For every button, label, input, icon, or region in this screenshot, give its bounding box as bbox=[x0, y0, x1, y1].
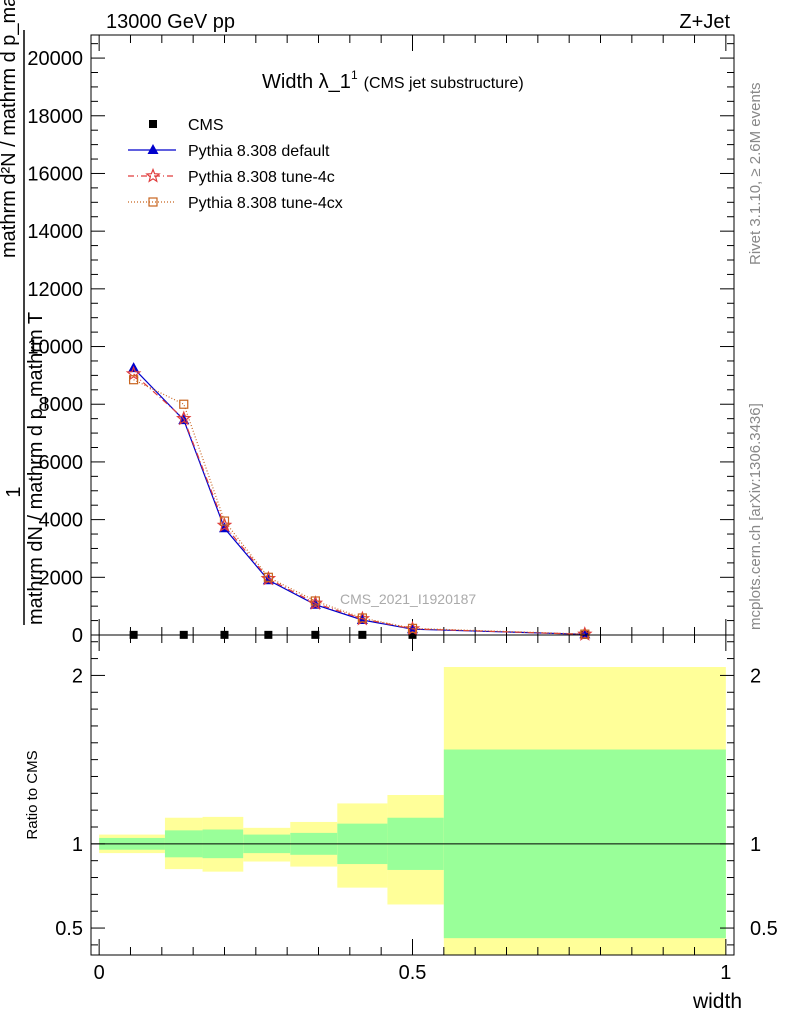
tune4c-point bbox=[125, 365, 142, 381]
y-tick-label: 20000 bbox=[27, 48, 83, 70]
tune4cx-point bbox=[357, 613, 367, 623]
tune4c-point bbox=[307, 595, 324, 610]
y-label-top: 1 bbox=[3, 486, 25, 497]
tune4c-point bbox=[145, 167, 161, 183]
tune4c-point bbox=[577, 626, 593, 641]
tune4cx-point bbox=[129, 375, 139, 385]
plot-title-sup: 1 bbox=[351, 68, 358, 82]
legend-entry: Pythia 8.308 tune-4c bbox=[128, 167, 335, 186]
mcplots-label: mcplots.cern.ch [arXiv:1306.3436] bbox=[747, 403, 764, 630]
series-line bbox=[133, 379, 585, 635]
legend-entry: Pythia 8.308 tune-4cx bbox=[128, 195, 343, 212]
y-tick-label: 14000 bbox=[27, 221, 83, 243]
plot-title-main: Width λ_1 bbox=[262, 71, 351, 93]
y-tick-label: 12000 bbox=[27, 279, 83, 301]
ratio-y-tick-label-right: 2 bbox=[750, 665, 761, 687]
y-tick-label: 4000 bbox=[39, 510, 84, 532]
y-tick-label: 2000 bbox=[39, 567, 84, 589]
legend-entry: CMS bbox=[149, 117, 224, 134]
main-x-ticks bbox=[98, 35, 727, 635]
plot-title: Width λ_11 (CMS jet substructure) bbox=[262, 68, 524, 93]
x-axis-label: width bbox=[692, 990, 742, 1013]
y-tick-label: 6000 bbox=[39, 452, 84, 474]
ratio-bands bbox=[99, 667, 726, 955]
y-tick-label: 10000 bbox=[27, 337, 83, 359]
tune4cx-point bbox=[407, 623, 418, 633]
ratio-x-axis: 0 0.5 1 bbox=[94, 635, 731, 984]
ratio-y-tick-label: 1 bbox=[72, 834, 83, 856]
tune4cx-point bbox=[580, 629, 590, 639]
y-label-numer: mathrm dN / mathrm d p_mathrm T bbox=[25, 312, 47, 625]
tune4cx-point bbox=[148, 197, 158, 207]
main-y-axis: 0 2000 4000 6000 8000 10000 12000 14000 16000 180… bbox=[27, 43, 734, 647]
tune4cx-point bbox=[219, 516, 230, 526]
tune4cx-point bbox=[179, 399, 189, 409]
y-tick-label: 18000 bbox=[27, 106, 83, 128]
main-plot: 0 2000 4000 6000 8000 10000 12000 14000 16000 180… bbox=[0, 0, 735, 647]
cms-point bbox=[149, 120, 157, 128]
tune4cx-point bbox=[310, 596, 320, 606]
legend-label: Pythia 8.308 tune-4c bbox=[188, 169, 335, 186]
legend-entry: Pythia 8.308 default bbox=[128, 143, 330, 160]
watermark: CMS_2021_I1920187 bbox=[340, 591, 476, 607]
default-point bbox=[147, 144, 159, 154]
tune4cx-point bbox=[263, 572, 273, 582]
series-3 bbox=[129, 375, 590, 639]
legend-label: Pythia 8.308 default bbox=[188, 143, 330, 160]
legend-label: Pythia 8.308 tune-4cx bbox=[188, 195, 343, 212]
y-tick-label: 16000 bbox=[27, 163, 83, 185]
ratio-y-tick-label-right: 1 bbox=[750, 834, 761, 856]
rivet-label: Rivet 3.1.10, ≥ 2.6M events bbox=[747, 83, 764, 266]
x-tick-label: 0 bbox=[94, 962, 105, 984]
x-tick-label: 0.5 bbox=[399, 962, 427, 984]
ratio-y-label: Ratio to CMS bbox=[24, 750, 41, 839]
ratio-plot: 0.5 0.51 12 2 0 0.5 1 Ratio to CMS width bbox=[24, 634, 778, 1013]
legend: CMS Pythia 8.308 default Pythia 8.308 tune… bbox=[128, 117, 343, 212]
ratio-y-tick-label: 2 bbox=[72, 665, 83, 687]
ratio-y-tick-label-right: 0.5 bbox=[750, 918, 778, 940]
y-tick-label: 0 bbox=[72, 625, 83, 647]
ratio-y-tick-label: 0.5 bbox=[55, 918, 83, 940]
legend-label: CMS bbox=[188, 117, 224, 134]
plot-title-sub: (CMS jet substructure) bbox=[364, 75, 524, 92]
x-tick-label: 1 bbox=[720, 962, 731, 984]
main-y-label: 1 mathrm dN / mathrm d p_mathrm T mathrm… bbox=[0, 0, 47, 625]
header-left: 13000 GeV pp bbox=[106, 11, 235, 33]
y-tick-label: 8000 bbox=[39, 394, 84, 416]
header-right: Z+Jet bbox=[679, 11, 730, 33]
y-label-denom: mathrm d²N / mathrm d p_mathrm d mathrm … bbox=[0, 0, 20, 258]
ratio-y-axis: 0.5 0.5 1 1 2 2 bbox=[55, 641, 778, 946]
tune4c-point bbox=[216, 517, 233, 532]
